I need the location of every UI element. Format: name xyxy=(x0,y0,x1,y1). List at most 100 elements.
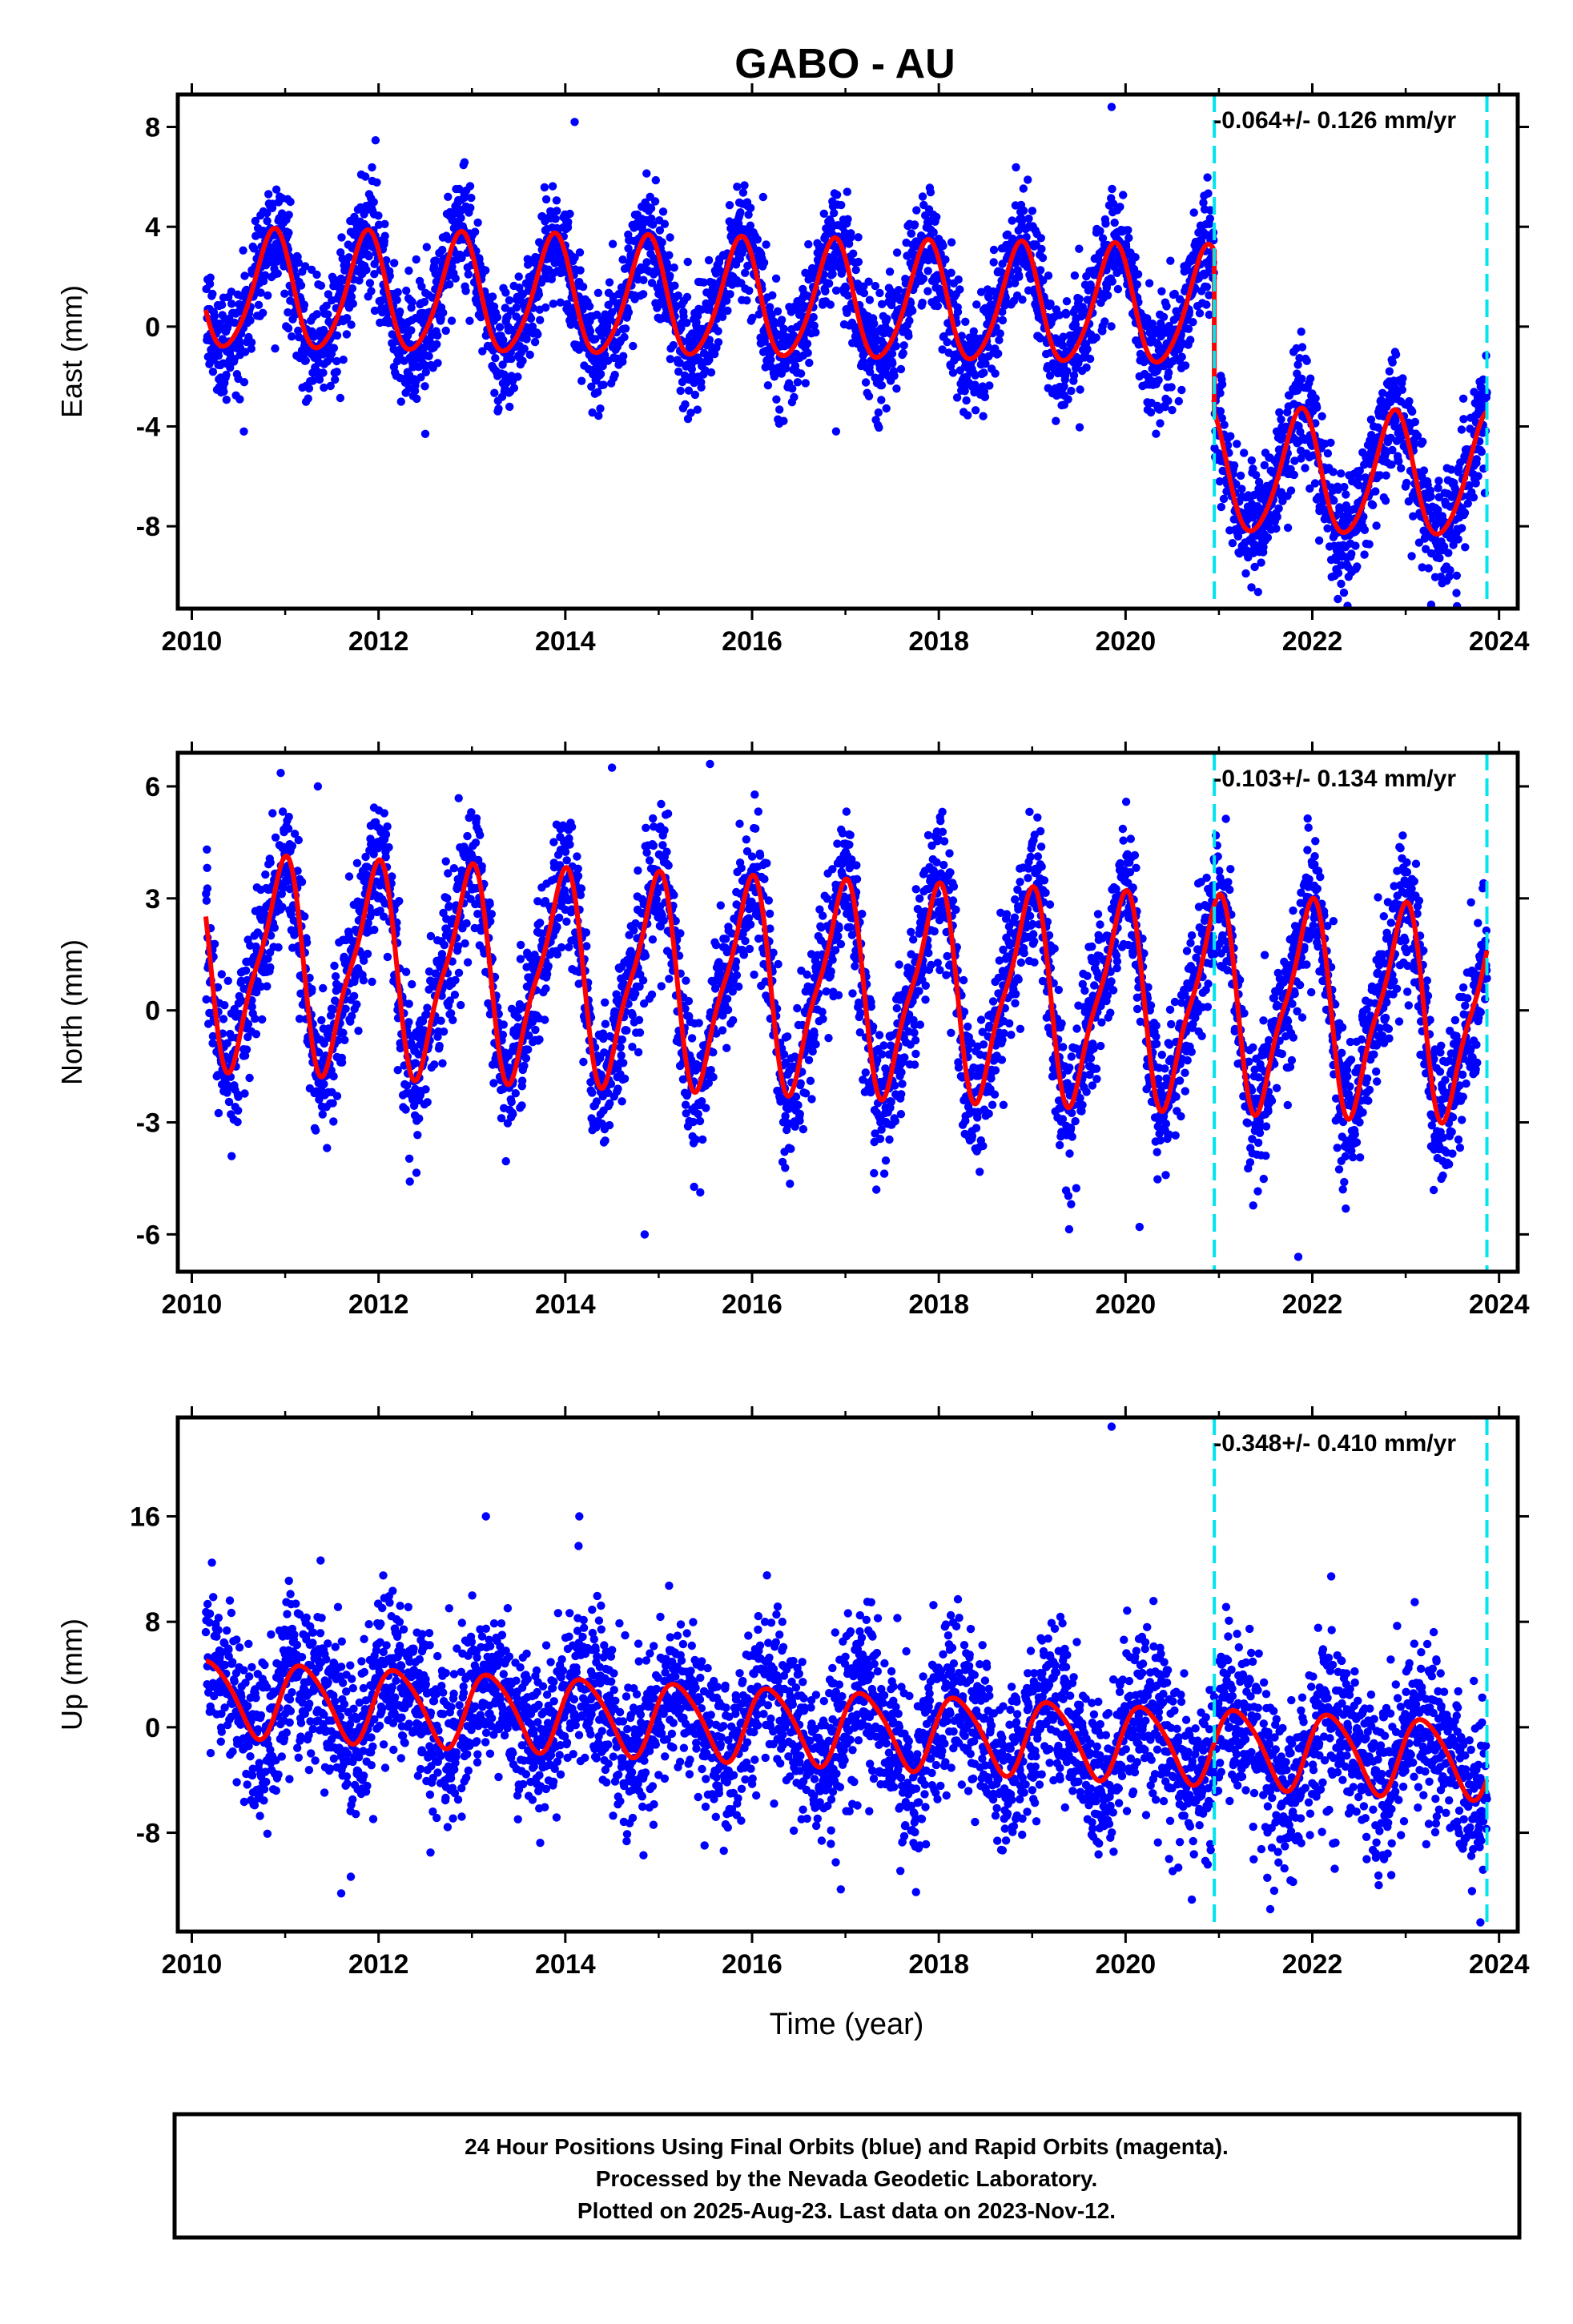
east-data-point xyxy=(438,245,447,255)
east-data-point xyxy=(551,215,560,223)
east-data-point xyxy=(1318,412,1326,420)
east-data-point xyxy=(355,276,364,285)
east-data-point xyxy=(843,187,852,196)
east-data-point xyxy=(495,323,505,332)
east-data-point xyxy=(962,396,971,405)
east-data-point xyxy=(1407,552,1416,561)
east-data-point xyxy=(247,344,255,353)
east-data-point xyxy=(339,356,348,364)
east-data-point xyxy=(304,394,312,403)
north-data-point xyxy=(408,979,416,989)
east-data-point xyxy=(322,301,331,310)
east-data-point xyxy=(235,395,244,404)
east-data-point xyxy=(507,354,516,364)
east-data-point xyxy=(699,278,708,287)
east-data-point xyxy=(662,261,672,270)
east-data-point xyxy=(877,381,887,390)
east-data-point xyxy=(687,364,696,374)
north-data-point xyxy=(463,958,473,967)
east-data-point xyxy=(439,308,448,317)
east-data-point xyxy=(1454,535,1462,544)
east-data-point xyxy=(1145,279,1154,287)
east-data-point xyxy=(650,197,660,206)
east-data-point xyxy=(1382,471,1390,480)
east-data-point xyxy=(831,286,841,295)
north-data-point xyxy=(436,1016,445,1025)
east-data-point xyxy=(1310,479,1320,488)
east-data-point xyxy=(649,220,658,229)
east-data-point xyxy=(775,405,784,414)
east-data-point xyxy=(372,178,381,187)
east-data-point xyxy=(666,271,674,280)
east-data-point xyxy=(533,330,542,339)
east-data-point xyxy=(1219,494,1229,504)
east-data-point xyxy=(1096,227,1104,235)
east-data-point xyxy=(1360,550,1369,559)
east-data-point xyxy=(473,218,482,227)
north-data-point xyxy=(404,1018,413,1027)
east-data-point xyxy=(1337,469,1346,478)
east-data-point xyxy=(1339,588,1349,597)
east-x-tick-label: 2020 xyxy=(1096,626,1157,657)
east-data-point xyxy=(1452,589,1461,597)
east-data-point xyxy=(1236,471,1245,480)
east-data-point xyxy=(765,303,774,312)
north-data-point xyxy=(251,1030,261,1039)
east-data-point xyxy=(779,324,788,333)
east-data-point xyxy=(1156,419,1165,428)
north-data-point xyxy=(234,1106,243,1116)
north-data-point xyxy=(344,872,354,881)
north-data-point xyxy=(241,966,251,975)
east-data-point xyxy=(214,352,223,360)
north-data-point xyxy=(203,884,212,893)
east-data-point xyxy=(332,368,341,376)
east-data-point xyxy=(706,368,716,377)
north-data-point xyxy=(352,858,362,868)
east-data-point xyxy=(433,359,442,368)
east-data-point xyxy=(610,370,619,380)
east-data-point xyxy=(541,303,550,312)
east-data-point xyxy=(621,324,630,333)
north-data-points xyxy=(202,759,1491,1261)
east-data-point xyxy=(324,310,332,319)
east-x-tick-label: 2016 xyxy=(722,626,782,657)
east-data-point xyxy=(286,197,295,207)
east-data-point xyxy=(1458,524,1466,533)
east-data-point xyxy=(361,172,370,181)
east-data-point xyxy=(370,306,380,316)
east-data-point xyxy=(1028,207,1037,215)
east-data-point xyxy=(577,376,586,385)
east-data-point xyxy=(665,251,674,259)
east-data-point xyxy=(284,308,292,317)
east-data-point xyxy=(743,261,752,271)
east-data-point xyxy=(513,372,522,381)
north-data-point xyxy=(330,961,339,971)
east-data-point xyxy=(773,307,782,316)
east-data-point xyxy=(870,320,879,328)
north-data-point xyxy=(415,1114,424,1123)
east-data-point xyxy=(1184,324,1193,333)
east-data-point xyxy=(264,291,272,300)
east-data-point xyxy=(1351,541,1360,550)
east-data-point xyxy=(670,281,679,290)
east-data-point xyxy=(697,305,706,314)
east-data-point xyxy=(465,182,475,191)
east-data-point xyxy=(651,175,660,185)
north-data-point xyxy=(341,1004,350,1014)
north-data-point xyxy=(332,1092,342,1100)
east-data-point xyxy=(709,279,718,287)
east-data-point xyxy=(1075,244,1084,253)
east-data-point xyxy=(271,344,280,353)
north-data-point xyxy=(401,1105,410,1114)
east-data-point xyxy=(926,187,935,197)
east-data-point xyxy=(1133,270,1143,279)
east-data-point xyxy=(518,356,527,365)
east-data-point xyxy=(1337,579,1346,589)
east-data-point xyxy=(871,281,880,291)
east-data-point xyxy=(481,266,490,275)
east-data-point xyxy=(368,163,376,172)
east-data-point xyxy=(210,312,219,321)
east-data-point xyxy=(371,136,380,145)
north-data-point xyxy=(300,912,309,921)
east-data-point xyxy=(746,221,755,230)
